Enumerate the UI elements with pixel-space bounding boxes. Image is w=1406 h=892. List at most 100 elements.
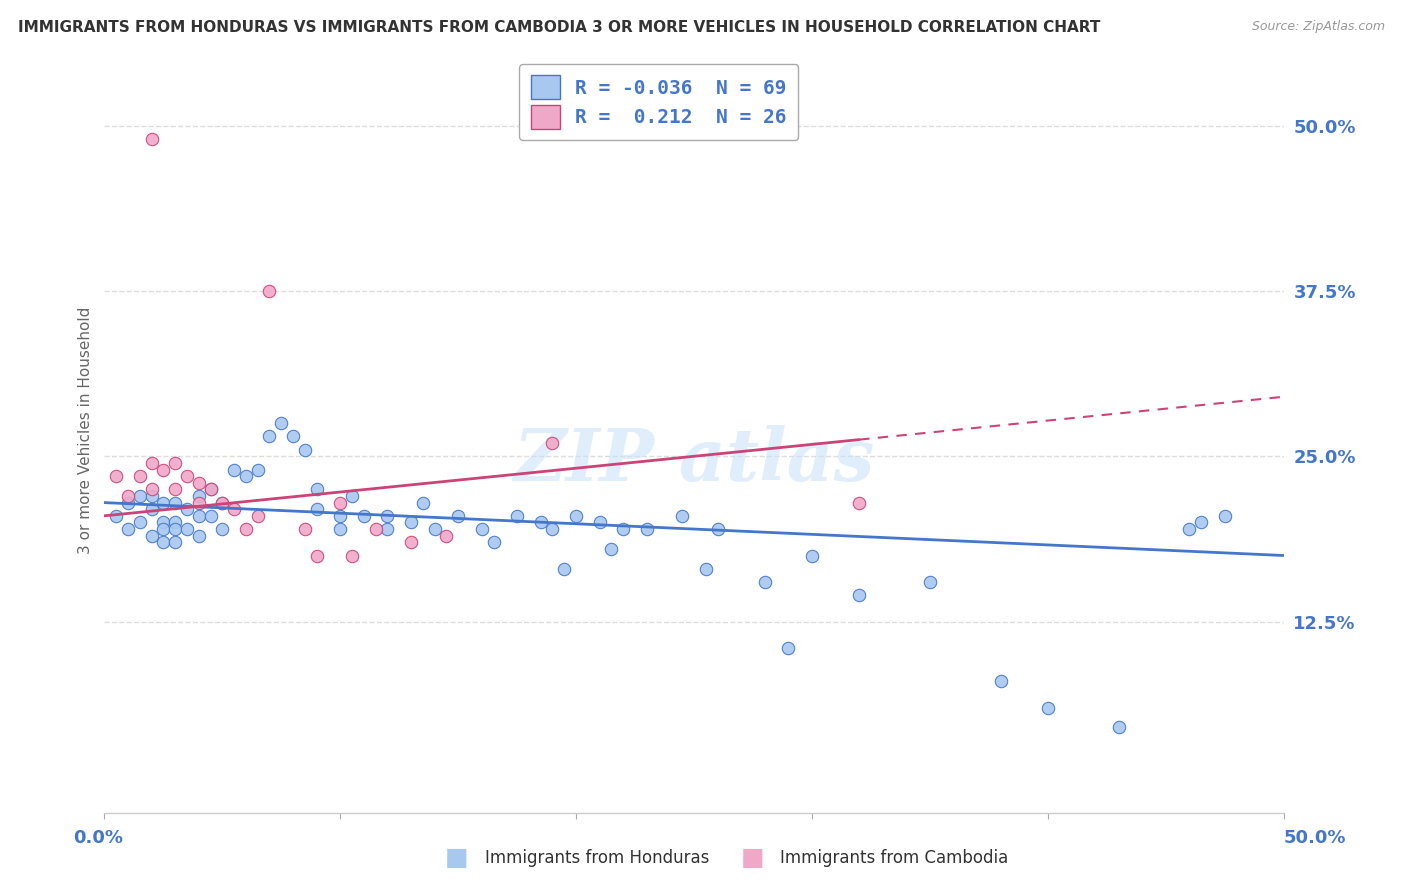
Point <box>187 508 209 523</box>
Point <box>553 562 575 576</box>
Point <box>612 522 634 536</box>
Point <box>329 508 352 523</box>
Point <box>281 429 304 443</box>
Point <box>176 522 198 536</box>
Point <box>800 549 823 563</box>
Point <box>200 483 222 497</box>
Point <box>565 508 588 523</box>
Point <box>399 516 422 530</box>
Point <box>778 641 800 656</box>
Point <box>222 462 245 476</box>
Text: Source: ZipAtlas.com: Source: ZipAtlas.com <box>1251 20 1385 33</box>
Point <box>329 522 352 536</box>
Point <box>165 522 187 536</box>
Point <box>152 516 174 530</box>
Text: 50.0%: 50.0% <box>1284 829 1346 847</box>
Point <box>848 495 870 509</box>
Point <box>165 483 187 497</box>
Point <box>141 132 163 146</box>
Point <box>1036 700 1059 714</box>
Point <box>128 516 150 530</box>
Point <box>754 574 776 589</box>
Point <box>506 508 529 523</box>
Point <box>530 516 553 530</box>
Point <box>141 483 163 497</box>
Point <box>423 522 446 536</box>
Text: ZIP atlas: ZIP atlas <box>513 425 875 496</box>
Point <box>695 562 717 576</box>
Point <box>305 549 328 563</box>
Point <box>141 489 163 503</box>
Point <box>482 535 505 549</box>
Point <box>152 522 174 536</box>
Point <box>246 462 269 476</box>
Point <box>541 522 564 536</box>
Point <box>259 284 281 298</box>
Point <box>447 508 470 523</box>
Point <box>270 416 292 430</box>
Point <box>187 529 209 543</box>
Text: IMMIGRANTS FROM HONDURAS VS IMMIGRANTS FROM CAMBODIA 3 OR MORE VEHICLES IN HOUSE: IMMIGRANTS FROM HONDURAS VS IMMIGRANTS F… <box>18 20 1101 35</box>
Point <box>340 549 363 563</box>
Point <box>176 502 198 516</box>
Point <box>165 516 187 530</box>
Point <box>918 574 941 589</box>
Point <box>152 462 174 476</box>
Point <box>187 495 209 509</box>
Point <box>377 522 399 536</box>
Point <box>589 516 612 530</box>
Point <box>329 495 352 509</box>
Point <box>200 483 222 497</box>
Point <box>305 502 328 516</box>
Point <box>128 469 150 483</box>
Point <box>211 522 233 536</box>
Point <box>128 489 150 503</box>
Point <box>364 522 387 536</box>
Point <box>211 495 233 509</box>
Point <box>117 495 139 509</box>
Point <box>246 508 269 523</box>
Point <box>235 469 257 483</box>
Point <box>1189 516 1212 530</box>
Point <box>636 522 658 536</box>
Point <box>377 508 399 523</box>
Point <box>1178 522 1201 536</box>
Legend: R = -0.036  N = 69, R =  0.212  N = 26: R = -0.036 N = 69, R = 0.212 N = 26 <box>519 63 799 140</box>
Text: 0.0%: 0.0% <box>73 829 124 847</box>
Point <box>117 489 139 503</box>
Point <box>152 535 174 549</box>
Point <box>141 529 163 543</box>
Point <box>259 429 281 443</box>
Point <box>706 522 728 536</box>
Point <box>165 535 187 549</box>
Point <box>211 495 233 509</box>
Point <box>541 436 564 450</box>
Point <box>105 469 128 483</box>
Point <box>165 495 187 509</box>
Y-axis label: 3 or more Vehicles in Household: 3 or more Vehicles in Household <box>79 306 93 554</box>
Point <box>412 495 434 509</box>
Point <box>1108 721 1130 735</box>
Point <box>399 535 422 549</box>
Point <box>222 502 245 516</box>
Point <box>353 508 375 523</box>
Point <box>187 489 209 503</box>
Point <box>294 522 316 536</box>
Text: ■: ■ <box>741 847 763 870</box>
Point <box>187 475 209 490</box>
Text: Immigrants from Cambodia: Immigrants from Cambodia <box>780 849 1008 867</box>
Point <box>1213 508 1236 523</box>
Point <box>200 508 222 523</box>
Point <box>117 522 139 536</box>
Point <box>671 508 693 523</box>
Point <box>340 489 363 503</box>
Point <box>600 541 623 556</box>
Point <box>471 522 494 536</box>
Point <box>165 456 187 470</box>
Point <box>105 508 128 523</box>
Point <box>434 529 457 543</box>
Point <box>152 495 174 509</box>
Point <box>141 502 163 516</box>
Text: ■: ■ <box>446 847 468 870</box>
Text: Immigrants from Honduras: Immigrants from Honduras <box>485 849 710 867</box>
